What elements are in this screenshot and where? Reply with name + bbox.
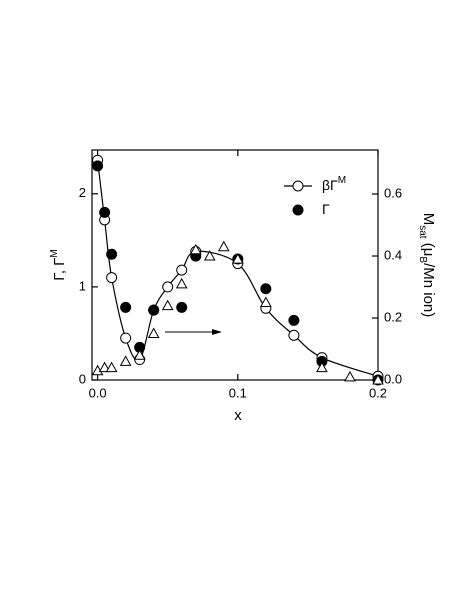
y-tick-label: 2 [79, 185, 86, 200]
y2-label-part: M [420, 213, 437, 226]
triangle-marker [217, 240, 230, 252]
filled-circle-marker [260, 283, 272, 295]
triangle-marker [105, 361, 118, 373]
open-circle-marker [106, 272, 118, 284]
open-circle-marker [176, 264, 188, 276]
legend-label: Γ [322, 201, 330, 217]
x-axis-label: x [234, 407, 242, 424]
triangle-marker [231, 253, 244, 264]
y2-label-part: sat [417, 225, 428, 239]
triangle-marker [147, 327, 160, 339]
y2-tick-label: 0.6 [384, 185, 402, 200]
triangle-marker [316, 361, 328, 373]
y2-label-part: B [417, 256, 428, 263]
triangle-marker [372, 373, 384, 385]
legend-name: Γ [322, 201, 330, 217]
x-tick-label: 0.0 [89, 385, 107, 400]
triangle-marker [133, 349, 146, 360]
y2-axis-label: Msat (μB/Mn ion) [417, 213, 437, 318]
arrow-head [212, 329, 222, 335]
triangle-marker [175, 277, 188, 289]
legend-marker [292, 180, 304, 192]
y-tick-label: 1 [79, 278, 86, 293]
filled-circle-marker [120, 301, 132, 313]
triangle-marker [344, 370, 356, 382]
triangle-marker [161, 299, 174, 311]
legend-label: βΓM [322, 175, 346, 193]
triangle-marker [98, 361, 111, 373]
triangle-marker [189, 243, 202, 255]
filled-circle-marker [288, 314, 300, 326]
y2-tick-label: 0.2 [384, 309, 402, 324]
y-axis-label: Γ, ΓM [49, 249, 68, 281]
y2-tick-label: 0.0 [384, 371, 402, 386]
legend-name: βΓ [322, 177, 338, 193]
triangle-marker [119, 355, 132, 366]
legend-marker [292, 204, 304, 216]
filled-circle-marker [92, 160, 104, 172]
y2-tick-label: 0.4 [384, 247, 402, 262]
x-tick-label: 0.2 [369, 385, 387, 400]
filled-circle-marker [176, 301, 188, 313]
plot-frame [91, 149, 379, 381]
legend-sup: M [338, 175, 346, 186]
x-tick-label: 0.1 [229, 385, 247, 400]
y2-label-part: (μ [420, 239, 437, 257]
open-circle-marker [162, 281, 174, 293]
open-circle-marker [288, 329, 300, 341]
triangle-marker [203, 249, 216, 261]
triangle-marker [259, 296, 272, 308]
open-circle-marker [120, 332, 132, 344]
y-tick-label: 0 [79, 371, 86, 386]
y2-label-part: /Mn ion) [420, 263, 437, 317]
filled-circle-marker [106, 248, 118, 260]
filled-circle-marker [99, 206, 111, 218]
filled-circle-marker [148, 304, 160, 316]
